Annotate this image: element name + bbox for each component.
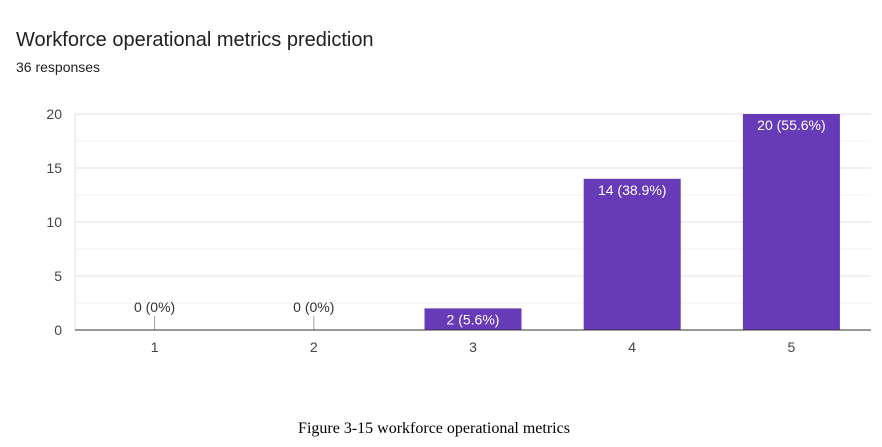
data-label: 14 (38.9%): [598, 182, 666, 198]
bar: [583, 178, 681, 330]
x-tick-label: 1: [151, 339, 159, 355]
y-tick-label: 5: [54, 268, 62, 284]
x-tick-label: 5: [788, 339, 796, 355]
figure-caption: Figure 3-15 workforce operational metric…: [298, 420, 570, 437]
data-label: 2 (5.6%): [447, 311, 500, 327]
y-tick-label: 0: [54, 322, 62, 338]
y-tick-label: 10: [46, 214, 62, 230]
y-tick-label: 15: [46, 160, 62, 176]
bar: [424, 308, 522, 330]
chart-title: Workforce operational metrics prediction: [16, 29, 374, 51]
data-label: 0 (0%): [293, 299, 334, 315]
chart-subtitle: 36 responses: [16, 59, 101, 75]
x-tick-label: 4: [628, 339, 636, 355]
data-label: 0 (0%): [134, 299, 175, 315]
bar: [742, 114, 840, 330]
y-tick-label: 20: [46, 106, 62, 122]
x-tick-label: 2: [310, 339, 318, 355]
data-label: 20 (55.6%): [757, 117, 825, 133]
x-tick-label: 3: [469, 339, 477, 355]
